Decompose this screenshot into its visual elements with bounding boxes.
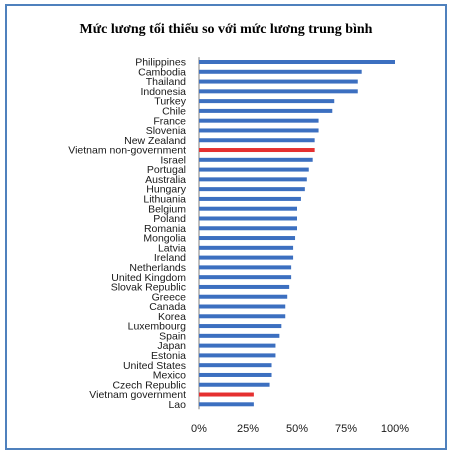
category-label: France [153, 115, 186, 127]
bar-vietnam-government [199, 392, 254, 397]
bar-belgium [199, 206, 297, 211]
category-label: Lao [168, 399, 186, 411]
category-label: Philippines [135, 57, 186, 69]
chart-title: Mức lương tối thiểu so với mức lương tru… [79, 22, 373, 37]
category-label: Mexico [153, 370, 186, 382]
category-label: Thailand [146, 76, 186, 88]
bar-chile [199, 108, 333, 113]
category-label: Cambodia [138, 66, 186, 78]
bar-greece [199, 294, 288, 299]
bar-new-zealand [199, 138, 315, 143]
bar-lithuania [199, 196, 301, 201]
category-label: Australia [145, 174, 186, 186]
category-label: Latvia [158, 242, 186, 254]
category-label: Belgium [148, 203, 186, 215]
category-label: Lithuania [143, 194, 186, 206]
bar-lao [199, 402, 254, 407]
category-label: Czech Republic [112, 379, 186, 391]
bar-philippines [199, 60, 395, 64]
bar-turkey [199, 99, 335, 104]
category-label: Ireland [154, 252, 186, 264]
category-label: Luxembourg [128, 321, 187, 333]
category-label: Estonia [151, 350, 186, 362]
bar-spain [199, 333, 280, 338]
bar-slovenia [199, 128, 319, 133]
bar-united-states [199, 363, 272, 368]
bar-ireland [199, 255, 294, 260]
category-label: Spain [159, 330, 186, 342]
category-label: United States [123, 360, 186, 372]
x-tick-label: 75% [335, 423, 357, 435]
bar-france [199, 118, 319, 123]
bar-mongolia [199, 236, 296, 241]
category-label: Hungary [146, 184, 186, 196]
category-label: Slovak Republic [111, 282, 186, 294]
category-label: Mongolia [143, 233, 186, 245]
category-label: Korea [158, 311, 186, 323]
bar-mexico [199, 372, 272, 377]
category-label: Slovenia [146, 125, 186, 137]
bar-indonesia [199, 89, 358, 94]
bar-poland [199, 216, 297, 221]
bar-united-kingdom [199, 275, 292, 280]
category-label: Vietnam non-government [68, 145, 186, 157]
bar-romania [199, 226, 297, 231]
category-label: Chile [162, 106, 186, 118]
bar-vietnam-non-government [199, 148, 315, 153]
category-label: Israel [160, 154, 186, 166]
bar-portugal [199, 167, 309, 172]
category-label: United Kingdom [111, 272, 186, 284]
x-tick-label: 100% [381, 423, 409, 435]
x-tick-label: 25% [237, 423, 259, 435]
x-tick-label: 50% [286, 423, 308, 435]
bar-luxembourg [199, 324, 282, 329]
bar-israel [199, 157, 313, 162]
category-label: Canada [149, 301, 186, 313]
bar-czech-republic [199, 382, 270, 387]
bar-slovak-republic [199, 284, 290, 289]
category-label: Vietnam government [89, 389, 186, 401]
category-label: Turkey [154, 96, 186, 108]
bar-australia [199, 177, 307, 182]
category-label: Greece [152, 291, 187, 303]
bar-canada [199, 304, 286, 309]
bar-japan [199, 343, 276, 348]
bar-estonia [199, 353, 276, 358]
category-label: Indonesia [140, 86, 186, 98]
x-tick-label: 0% [191, 423, 207, 435]
bar-korea [199, 314, 286, 319]
category-label: Japan [157, 340, 186, 352]
bar-thailand [199, 79, 358, 84]
category-label: Romania [144, 223, 186, 235]
bar-hungary [199, 187, 305, 192]
category-label: Poland [153, 213, 186, 225]
bar-latvia [199, 245, 294, 250]
bar-cambodia [199, 69, 362, 74]
category-label: New Zealand [124, 135, 186, 147]
bar-netherlands [199, 265, 292, 270]
category-label: Portugal [147, 164, 186, 176]
category-label: Netherlands [129, 262, 186, 274]
